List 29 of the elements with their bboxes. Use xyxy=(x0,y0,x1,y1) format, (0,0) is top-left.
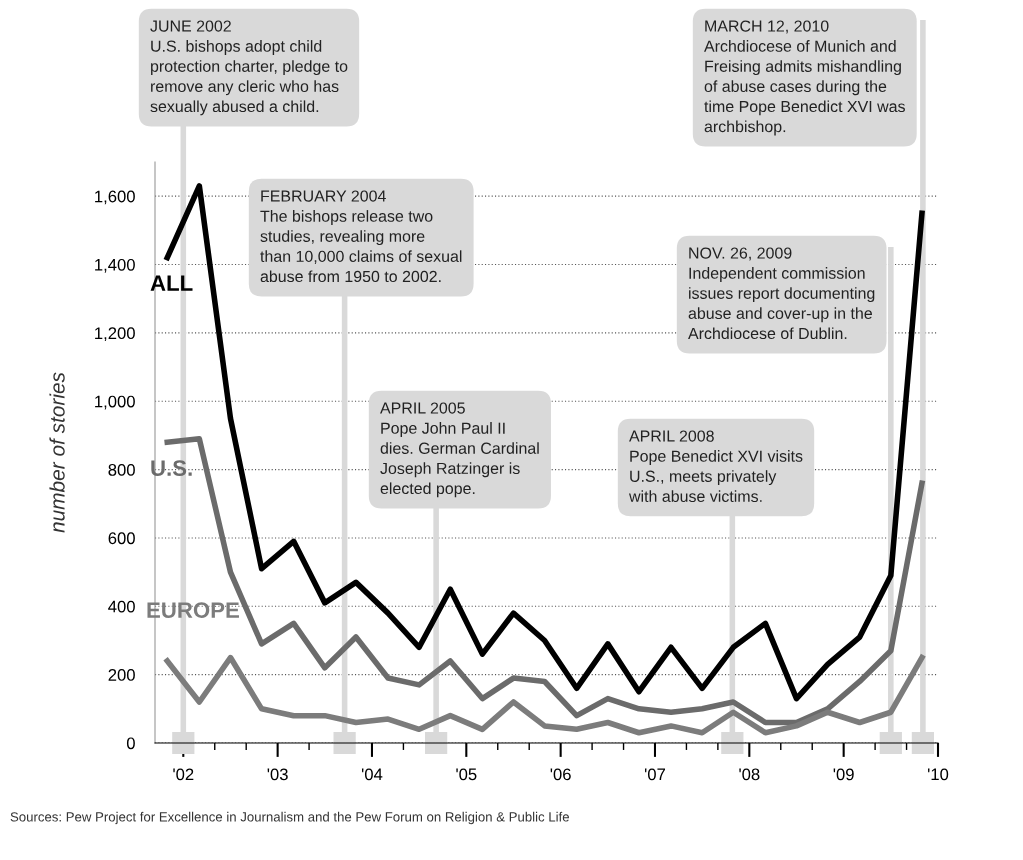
ref-line-label: FEBRUARY 2004 The bishops release two studies, revealing more than 10,000 claims of sexual abuse from 1950 to 2002. xyxy=(260,190,462,283)
x-tick-label: '06 xyxy=(550,768,571,781)
x-tick-label: '07 xyxy=(644,768,666,781)
source-note: Sources: Pew Project for Excellence in Journalism and the Pew Forum on Religion & Public Life xyxy=(10,811,569,825)
ref-line-label: APRIL 2005 Pope John Paul II dies. German Cardinal Joseph Ratzinger is elected pope. xyxy=(380,402,539,498)
y-tick-label: 0 xyxy=(126,737,135,750)
y-tick-label: 600 xyxy=(108,532,135,545)
y-tick-label: 1,000 xyxy=(95,395,135,410)
ref-line-label: MARCH 12, 2010 Archdiocese of Munich and Freising admits mishandling of abuse cases during the time Pope Benedict XVI was archbishop. xyxy=(704,20,905,136)
ref-line-label: NOV. 26, 2009 Independent commission issues report documenting abuse and cover-up in the Archdiocese of Dublin. xyxy=(688,247,875,340)
series-label: ALL xyxy=(150,275,193,291)
ref-line-label: APRIL 2008 Pope Benedict XVI visits U.S., meets privately with abuse victims. xyxy=(628,430,803,503)
y-axis-title: number of stories xyxy=(49,372,65,533)
x-tick-label: '03 xyxy=(267,768,288,781)
y-tick-label: 1,600 xyxy=(95,190,135,205)
x-tick-label: '04 xyxy=(361,768,383,781)
x-tick-label: '05 xyxy=(456,768,477,781)
y-tick-label: 200 xyxy=(108,669,135,681)
y-tick-label: 1,200 xyxy=(95,327,135,342)
series-label: U.S. xyxy=(151,460,192,476)
x-tick-label: '10 xyxy=(927,768,949,781)
x-tick-label: '02 xyxy=(173,768,194,781)
x-tick-label: '09 xyxy=(833,768,854,781)
y-tick-label: 1,400 xyxy=(95,258,135,273)
y-tick-label: 800 xyxy=(108,463,135,476)
ref-line-label: JUNE 2002 U.S. bishops adopt child protection charter, pledge to remove any cleric who has sexually abused a child. xyxy=(150,20,348,116)
x-tick-label: '08 xyxy=(739,768,760,781)
series-label: EUROPE xyxy=(147,602,239,618)
y-tick-label: 400 xyxy=(108,600,135,613)
